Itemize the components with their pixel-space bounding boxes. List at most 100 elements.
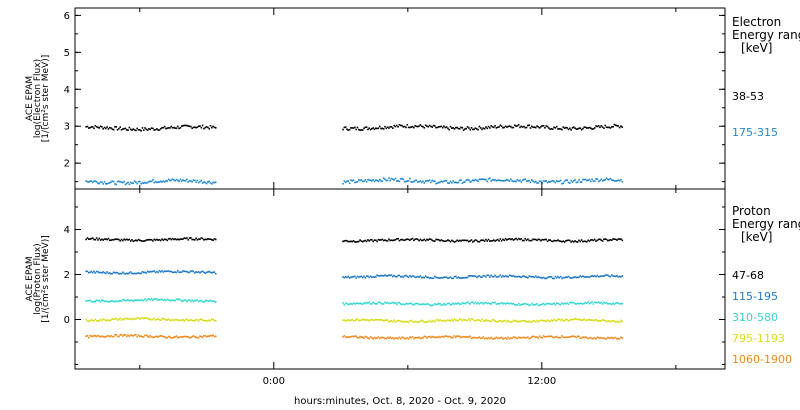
data-point (576, 318, 579, 321)
data-point (90, 237, 93, 240)
data-point (482, 336, 485, 338)
data-point (579, 319, 582, 321)
data-point (534, 336, 537, 339)
data-point (114, 271, 116, 274)
data-point (589, 127, 592, 130)
data-point (403, 275, 406, 277)
data-point (354, 241, 356, 243)
data-point (179, 335, 182, 338)
data-point (557, 336, 559, 339)
data-point (508, 125, 511, 127)
data-point (390, 302, 393, 304)
data-point (563, 276, 566, 279)
data-point (90, 180, 93, 182)
data-point (465, 302, 468, 304)
data-point (363, 337, 365, 339)
data-point (150, 270, 153, 273)
data-point (537, 238, 540, 241)
data-point (447, 335, 449, 338)
data-point (175, 271, 178, 274)
data-point (156, 238, 158, 241)
data-point (413, 275, 415, 278)
data-point (592, 319, 595, 322)
data-point (98, 127, 101, 129)
data-point (394, 275, 397, 278)
data-point (503, 126, 506, 129)
data-point (188, 299, 191, 301)
data-point (342, 128, 344, 131)
data-point (478, 125, 481, 128)
data-point (166, 319, 169, 321)
data-point (618, 303, 621, 305)
data-point (106, 300, 108, 303)
data-point (352, 179, 355, 182)
data-point (184, 179, 187, 182)
data-point (190, 180, 192, 182)
data-point (582, 240, 584, 243)
data-point (376, 127, 378, 130)
data-point (365, 275, 368, 277)
legend-head: Proton (732, 204, 771, 218)
data-point (169, 299, 171, 302)
data-point (201, 270, 204, 273)
data-point (342, 276, 344, 278)
data-point (588, 178, 591, 181)
data-point (343, 335, 346, 337)
data-point (618, 179, 621, 182)
data-point (182, 238, 184, 240)
data-point (610, 303, 613, 306)
data-point (152, 127, 154, 130)
data-point (183, 124, 186, 127)
data-point (203, 127, 205, 130)
data-point (212, 318, 214, 321)
data-point (146, 270, 149, 273)
data-point (437, 277, 440, 279)
data-point (508, 337, 511, 340)
data-point (558, 128, 561, 130)
data-point (558, 303, 561, 306)
data-point (110, 300, 112, 302)
data-point (197, 181, 200, 184)
data-point (119, 334, 121, 336)
data-point (365, 336, 368, 338)
data-point (354, 303, 356, 305)
data-point (517, 123, 520, 126)
data-point (562, 303, 565, 305)
data-point (426, 179, 428, 182)
data-point (102, 318, 104, 320)
data-point (111, 272, 114, 275)
data-point (187, 319, 190, 322)
data-point (608, 178, 610, 181)
data-point (620, 319, 622, 322)
data-point (561, 128, 563, 131)
data-point (382, 336, 385, 339)
data-point (595, 275, 597, 278)
data-point (166, 239, 169, 242)
data-point (502, 179, 504, 182)
data-point (468, 179, 470, 182)
data-point (475, 128, 478, 130)
data-point (397, 274, 399, 277)
data-point (204, 126, 207, 129)
data-point (477, 240, 479, 243)
data-point (609, 127, 612, 129)
data-point (360, 275, 363, 278)
data-point (415, 321, 418, 324)
data-point (214, 301, 217, 303)
data-point (434, 336, 436, 339)
data-point (503, 302, 506, 305)
data-point (97, 271, 99, 273)
data-point (414, 336, 416, 339)
data-point (618, 238, 621, 241)
data-point (504, 275, 507, 277)
data-point (437, 238, 440, 241)
data-point (346, 128, 348, 131)
data-point (98, 335, 101, 338)
data-point (440, 239, 443, 241)
data-point (415, 276, 418, 278)
data-point (393, 239, 395, 241)
data-point (591, 319, 593, 321)
data-point (478, 240, 481, 243)
data-point (97, 239, 99, 241)
data-point (101, 272, 103, 274)
